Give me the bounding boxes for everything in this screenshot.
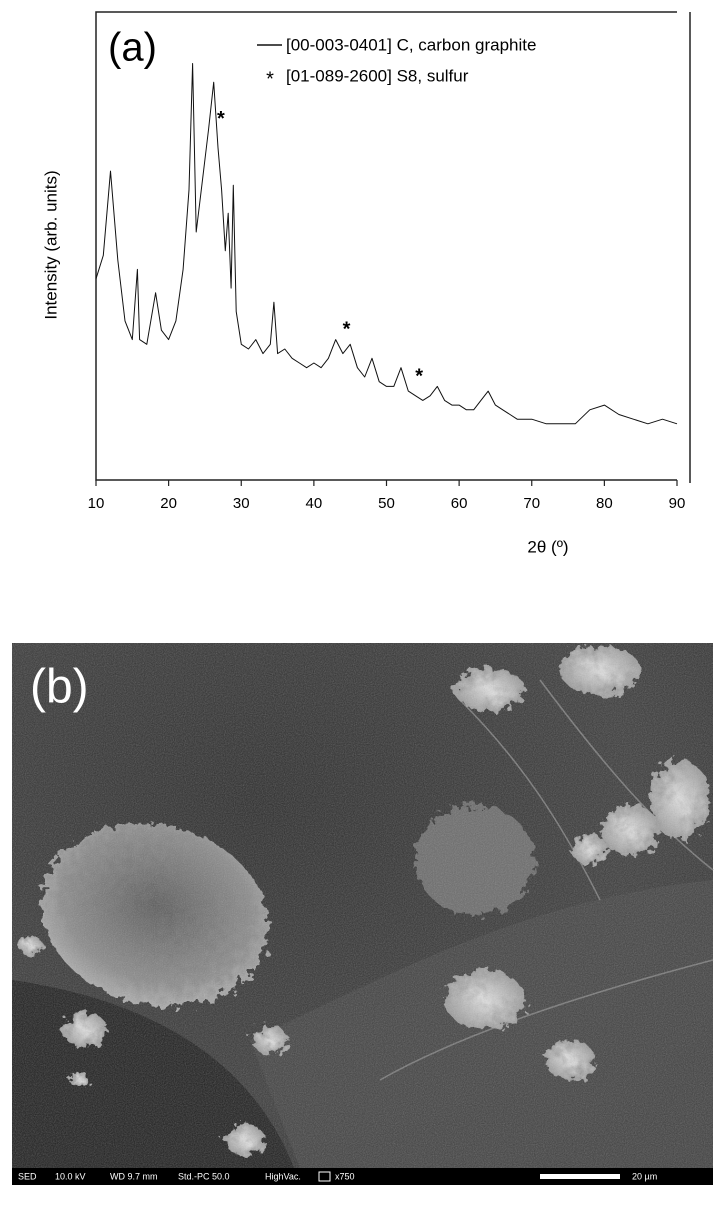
- x-tick-label: 30: [233, 495, 250, 512]
- scale-bar-label: 20 µm: [632, 1171, 657, 1181]
- panel-label: (a): [108, 26, 157, 70]
- info-bar-label: WD 9.7 mm: [110, 1171, 158, 1181]
- peak-annotation: *: [343, 319, 351, 341]
- peak-annotation: *: [415, 365, 423, 387]
- panel-label: (b): [30, 661, 89, 714]
- info-bar-label: Std.-PC 50.0: [178, 1171, 230, 1181]
- xrd-chart: (a) 2θ (º) Intensity (arb. units) 10 20 30…: [41, 11, 691, 556]
- info-bar-label: 10.0 kV: [55, 1171, 86, 1181]
- x-tick-label: 40: [306, 495, 323, 512]
- sem-image: (b) SED 10.0 kV WD 9.7 mm Std.-PC 50.0 HighV…: [12, 643, 714, 1185]
- x-tick-label: 20: [160, 495, 177, 512]
- camera-icon: [318, 1171, 331, 1182]
- x-axis-label: 2θ (º): [527, 537, 568, 556]
- info-bar: [12, 1168, 713, 1185]
- info-bar-texts: SED 10.0 kV WD 9.7 mm Std.-PC 50.0 HighVac. x…: [18, 1171, 355, 1182]
- legend-label: [00-003-0401] C, carbon graphite: [286, 35, 536, 54]
- x-tick-label: 80: [596, 495, 613, 512]
- scale-bar: [540, 1174, 620, 1179]
- series-line: [95, 63, 678, 425]
- y-axis-label: Intensity (arb. units): [41, 170, 60, 319]
- x-tick-label: 70: [523, 495, 540, 512]
- info-bar-label: HighVac.: [265, 1171, 301, 1181]
- x-tick-label: 90: [669, 495, 686, 512]
- legend-symbol: *: [266, 68, 274, 90]
- info-bar-label: SED: [18, 1171, 37, 1181]
- legend-label: [01-089-2600] S8, sulfur: [286, 66, 469, 85]
- x-tick-label: 50: [378, 495, 395, 512]
- x-tick-label: 60: [451, 495, 468, 512]
- sem-grain: [12, 643, 713, 1185]
- peak-annotation: *: [217, 108, 225, 130]
- info-bar-label: x750: [335, 1171, 355, 1181]
- x-tick-label: 10: [88, 495, 105, 512]
